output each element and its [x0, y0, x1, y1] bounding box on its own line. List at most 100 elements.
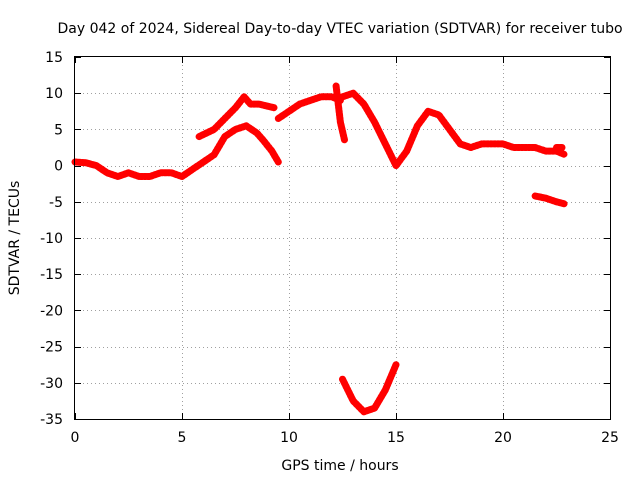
data-point [241, 94, 247, 100]
grid-lines [75, 57, 610, 419]
data-point [340, 377, 345, 382]
y-tick-label: -20 [40, 303, 63, 319]
data-point [372, 120, 377, 125]
data-point [562, 201, 568, 207]
series-arc-1 [71, 122, 282, 180]
x-axis-label: GPS time / hours [281, 458, 398, 474]
data-point [351, 398, 356, 404]
y-tick-label: 5 [54, 122, 63, 138]
data-point [447, 127, 452, 132]
y-tick-label: -10 [40, 231, 63, 247]
data-point [560, 145, 566, 150]
data-point [211, 127, 217, 132]
x-tick-label: 5 [178, 430, 187, 446]
data-point [271, 105, 277, 110]
x-tick-label: 10 [280, 430, 298, 446]
data-point [383, 387, 388, 393]
data-point [265, 104, 270, 109]
data-point [425, 109, 431, 114]
data-point [147, 174, 153, 179]
data-point [543, 148, 548, 154]
data-point [511, 145, 516, 150]
data-point [522, 145, 527, 150]
data-point [248, 101, 253, 107]
data-point [190, 167, 195, 172]
data-point [436, 112, 441, 118]
y-axis-label: SDTVAR / TECUs [7, 181, 23, 296]
x-axis-tick-labels: 0 5 10 15 20 25 [71, 430, 619, 446]
data-point [211, 152, 217, 157]
chart-title: Day 042 of 2024, Sidereal Day-to-day VTE… [57, 21, 622, 37]
data-point [254, 130, 260, 136]
data-point [179, 174, 185, 179]
data-point [286, 109, 292, 114]
y-tick-label: -30 [40, 376, 63, 392]
data-point [532, 145, 538, 150]
x-tick-label: 25 [601, 430, 619, 446]
y-tick-label: -25 [40, 340, 63, 356]
data-point [562, 152, 568, 157]
data-point [115, 174, 121, 179]
data-point [415, 123, 420, 128]
data-point [372, 405, 377, 411]
data-point [222, 134, 227, 139]
data-point [333, 83, 339, 89]
x-tick-label: 0 [71, 430, 80, 446]
data-point [276, 116, 281, 121]
data-point [222, 116, 227, 121]
data-point [83, 160, 88, 165]
data-point [393, 362, 399, 367]
data-point [383, 141, 388, 147]
data-point [500, 141, 506, 147]
y-tick-label: 15 [45, 50, 63, 66]
data-point [104, 170, 110, 175]
y-axis-tick-labels: 15 10 5 0 -5 -10 -15 -20 -25 -30 -35 [40, 50, 63, 428]
data-point [342, 138, 347, 143]
data-point [393, 163, 399, 168]
data-point [490, 141, 495, 147]
y-tick-label: -15 [40, 267, 63, 283]
data-point [543, 196, 548, 201]
series-arc-7 [531, 192, 569, 208]
y-tick-label: 10 [45, 86, 63, 102]
data-point [318, 94, 324, 100]
series-arc-5 [339, 89, 569, 170]
x-tick-label: 20 [494, 430, 512, 446]
data-point [269, 148, 275, 154]
data-point [308, 98, 313, 103]
data-point [340, 94, 345, 100]
data-point [351, 91, 356, 96]
data-point [554, 145, 559, 150]
data-point [276, 159, 281, 165]
data-point [244, 123, 249, 128]
data-series [71, 82, 569, 416]
data-point [361, 101, 367, 107]
data-point [532, 193, 538, 199]
x-tick-label: 15 [387, 430, 405, 446]
data-point [338, 120, 343, 125]
data-point [458, 141, 463, 147]
data-point [256, 101, 262, 107]
data-point [404, 148, 409, 154]
data-point [158, 170, 163, 175]
data-point [201, 159, 206, 165]
data-point [94, 163, 99, 168]
data-point [169, 170, 174, 175]
data-point [233, 127, 238, 132]
y-tick-label: 0 [54, 159, 63, 175]
data-point [468, 145, 474, 150]
data-point [329, 94, 334, 100]
series-arc-8 [339, 361, 400, 416]
y-tick-label: -5 [49, 195, 63, 211]
data-point [137, 174, 142, 179]
plot-frame [74, 56, 611, 420]
data-point [233, 105, 238, 110]
y-tick-label: -35 [40, 412, 63, 428]
data-point [361, 409, 367, 414]
data-point [554, 199, 559, 204]
data-point [297, 101, 302, 107]
data-point [479, 141, 484, 147]
data-point [196, 134, 202, 139]
data-point [261, 138, 266, 143]
